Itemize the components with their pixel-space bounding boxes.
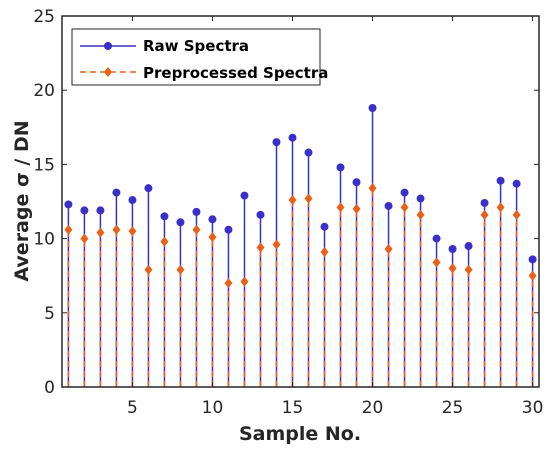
preprocessed-point — [112, 224, 121, 235]
preprocessed-point — [288, 195, 297, 206]
raw-point — [176, 218, 185, 227]
preprocessed-point — [208, 232, 217, 243]
x-tick-label: 25 — [442, 398, 464, 418]
preprocessed-point — [192, 224, 201, 235]
raw-point — [240, 191, 249, 200]
preprocessed-point — [144, 264, 153, 275]
y-tick-label: 15 — [33, 155, 55, 175]
x-tick-label: 30 — [522, 398, 544, 418]
y-tick-label: 25 — [33, 7, 55, 27]
x-tick-label: 10 — [202, 398, 224, 418]
preprocessed-point — [240, 276, 249, 287]
preprocessed-point — [256, 242, 265, 253]
legend: Raw Spectra Preprocessed Spectra — [71, 28, 328, 86]
x-tick-label: 20 — [362, 398, 384, 418]
raw-point — [320, 222, 329, 231]
raw-point — [256, 210, 265, 219]
preprocessed-point — [480, 209, 489, 220]
raw-point — [128, 196, 137, 205]
plot-frame — [61, 15, 540, 388]
legend-label-raw: Raw Spectra — [143, 37, 249, 55]
preprocessed-point — [80, 233, 89, 244]
preprocessed-point — [272, 239, 281, 250]
raw-point — [416, 194, 425, 203]
preprocessed-point — [160, 236, 169, 247]
legend-box — [71, 28, 321, 86]
x-tick-label: 15 — [282, 398, 304, 418]
preprocessed-point — [128, 226, 137, 237]
raw-point — [112, 188, 121, 197]
preprocessed-point — [416, 209, 425, 220]
preprocessed-point — [512, 209, 521, 220]
preprocessed-point — [64, 224, 73, 235]
preprocessed-point — [496, 202, 505, 213]
raw-point — [96, 206, 105, 215]
raw-point — [80, 206, 89, 215]
preprocessed-point — [432, 257, 441, 268]
axis-ticks: 5 10 15 20 25 30 0 5 10 15 20 25 — [33, 7, 543, 418]
raw-point — [224, 225, 233, 234]
preprocessed-point — [368, 183, 377, 194]
preprocessed-point — [336, 202, 345, 213]
raw-point — [304, 148, 313, 157]
preprocessed-point — [320, 246, 329, 257]
legend-marker-raw — [104, 42, 112, 50]
preprocessed-point — [464, 264, 473, 275]
raw-point — [288, 133, 297, 142]
raw-point — [496, 176, 505, 185]
y-tick-label: 20 — [33, 81, 55, 101]
preprocessed-point — [384, 243, 393, 254]
raw-point — [272, 138, 281, 147]
raw-point — [352, 178, 361, 187]
x-tick-label: 5 — [127, 398, 138, 418]
stem-layer — [64, 104, 537, 387]
raw-point — [160, 212, 169, 221]
preprocessed-point — [96, 227, 105, 238]
y-tick-label: 10 — [33, 230, 55, 250]
raw-point — [400, 188, 409, 197]
x-axis-label: Sample No. — [239, 423, 361, 445]
preprocessed-point — [352, 203, 361, 214]
raw-point — [208, 215, 217, 224]
preprocessed-point — [400, 202, 409, 213]
y-tick-label: 0 — [44, 378, 55, 398]
preprocessed-point — [528, 270, 537, 281]
y-tick-label: 5 — [44, 304, 55, 324]
raw-point — [432, 234, 441, 243]
y-axis-label: Average σ / DN — [11, 120, 33, 281]
preprocessed-point — [304, 193, 313, 204]
raw-point — [464, 242, 473, 251]
raw-point — [64, 200, 73, 209]
raw-point — [144, 184, 153, 193]
raw-point — [192, 207, 201, 216]
legend-marker-preprocessed — [104, 67, 112, 77]
raw-point — [336, 163, 345, 172]
raw-point — [512, 179, 521, 188]
raw-point — [480, 198, 489, 207]
legend-label-preprocessed: Preprocessed Spectra — [143, 64, 328, 82]
raw-point — [448, 244, 457, 253]
raw-point — [368, 104, 377, 113]
preprocessed-point — [176, 264, 185, 275]
raw-point — [528, 255, 537, 264]
raw-point — [384, 201, 393, 210]
preprocessed-point — [224, 278, 233, 289]
preprocessed-point — [448, 263, 457, 274]
